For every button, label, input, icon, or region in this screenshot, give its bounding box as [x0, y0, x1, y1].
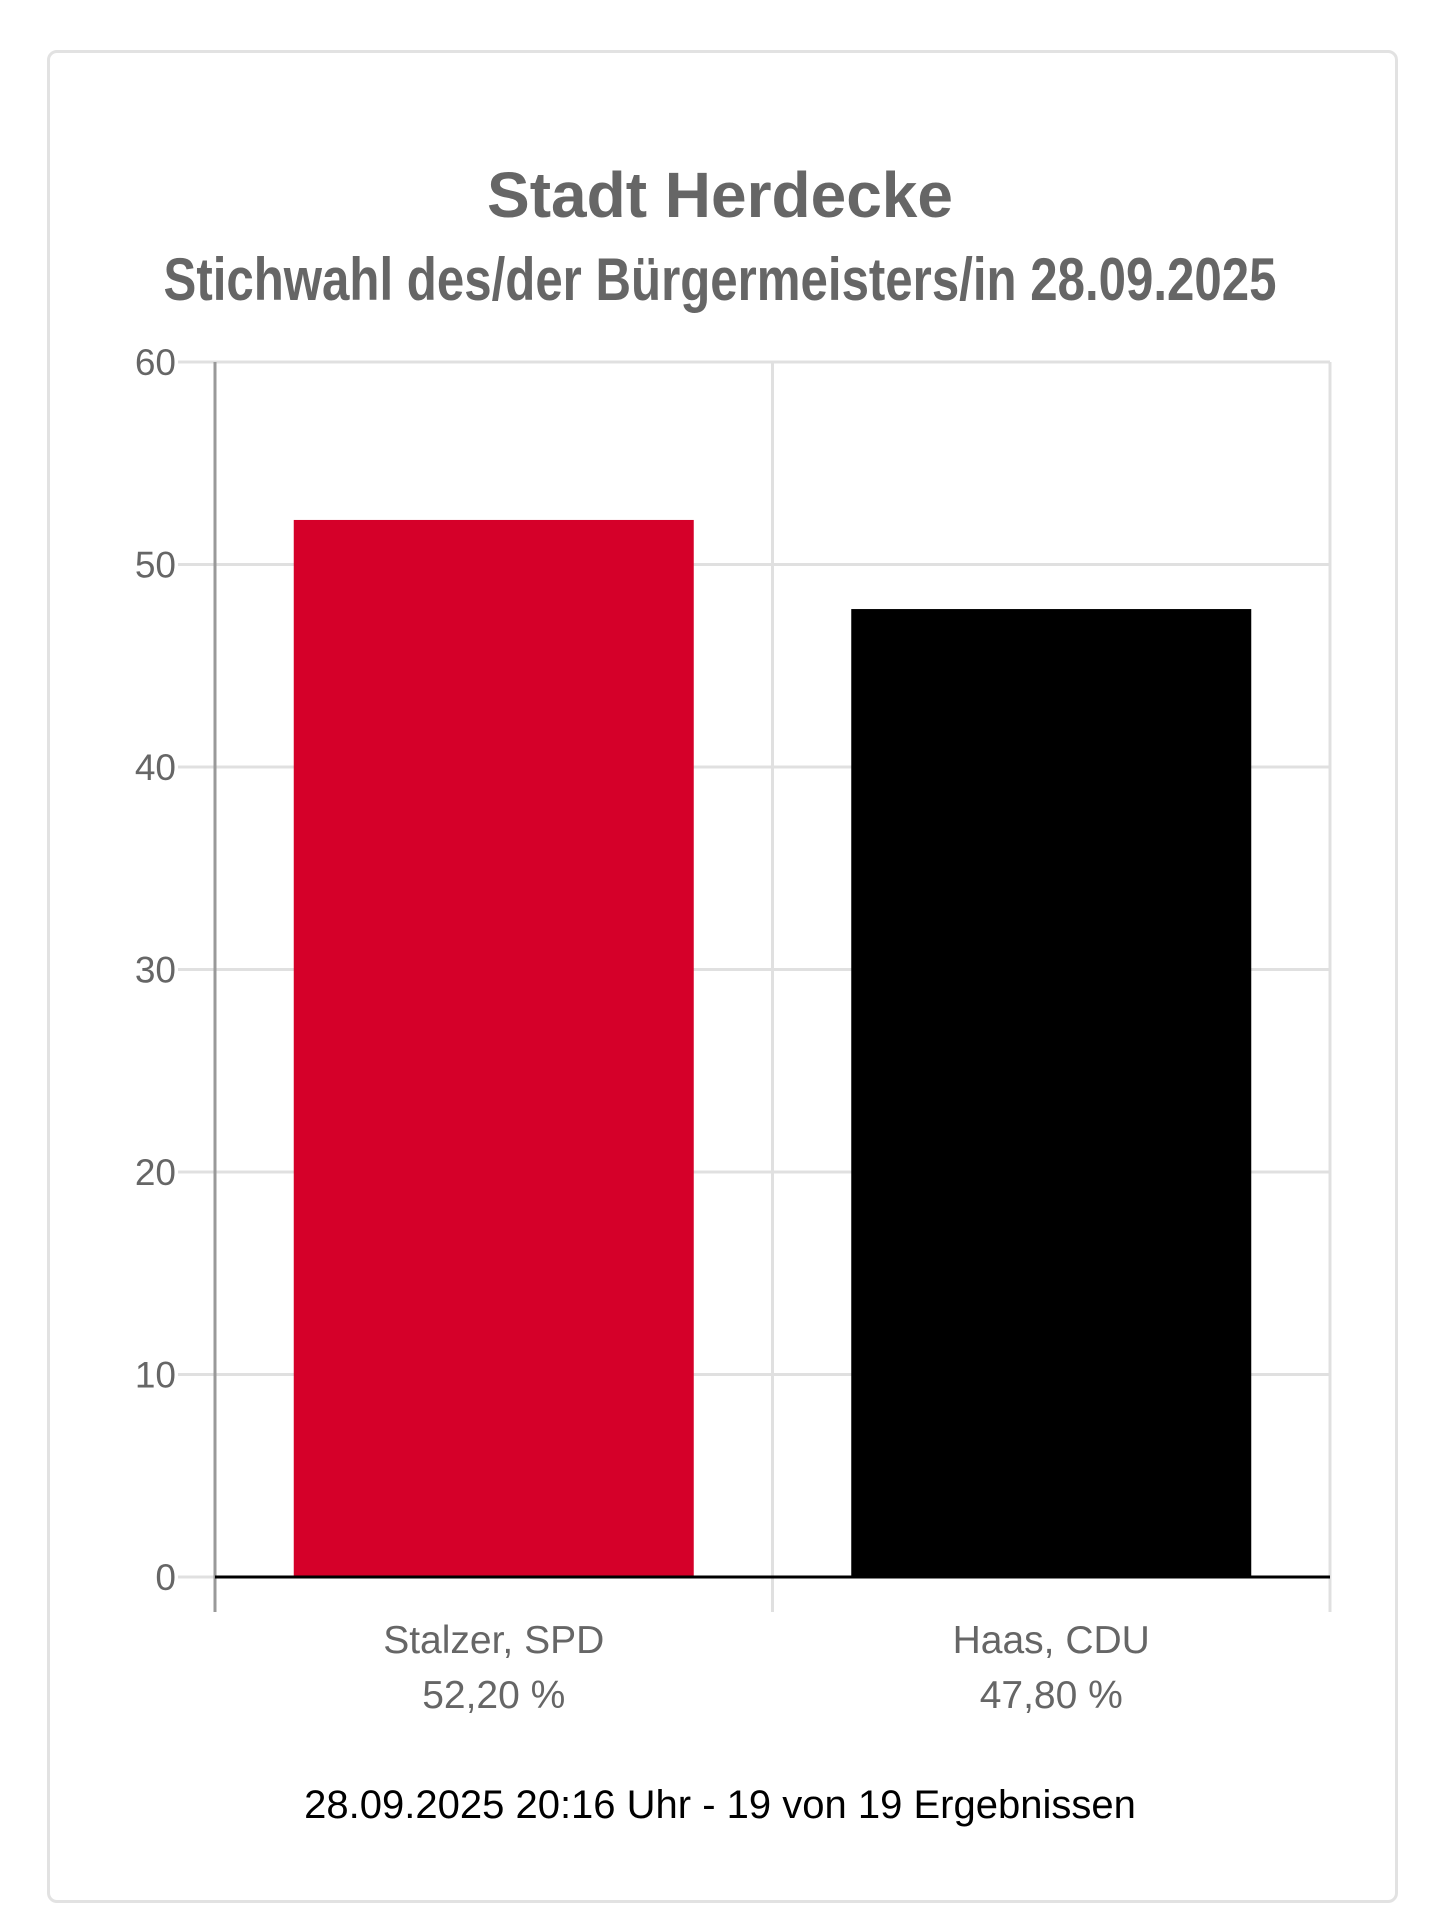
bar-0 — [293, 519, 694, 1578]
y-tick-label: 60 — [135, 342, 176, 383]
y-tick-label: 10 — [135, 1355, 176, 1396]
chart-subtitle: Stichwahl des/der Bürgermeisters/in 28.0… — [163, 246, 1277, 313]
x-category-label: Haas, CDU — [953, 1619, 1150, 1662]
chart-card — [47, 50, 1398, 1903]
y-tick-label: 30 — [135, 950, 176, 991]
footer-status: 28.09.2025 20:16 Uhr - 19 von 19 Ergebni… — [304, 1783, 1136, 1827]
x-category-label: Stalzer, SPD — [383, 1619, 604, 1662]
bar-value-label: 47,80 % — [980, 1674, 1123, 1717]
y-tick-label: 50 — [135, 545, 176, 586]
chart-title: Stadt Herdecke — [487, 159, 953, 231]
bar-value-label: 52,20 % — [422, 1674, 565, 1717]
y-tick-label: 20 — [135, 1152, 176, 1193]
y-tick-label: 0 — [155, 1557, 176, 1598]
y-tick-label: 40 — [135, 747, 176, 788]
bar-1 — [851, 609, 1252, 1577]
